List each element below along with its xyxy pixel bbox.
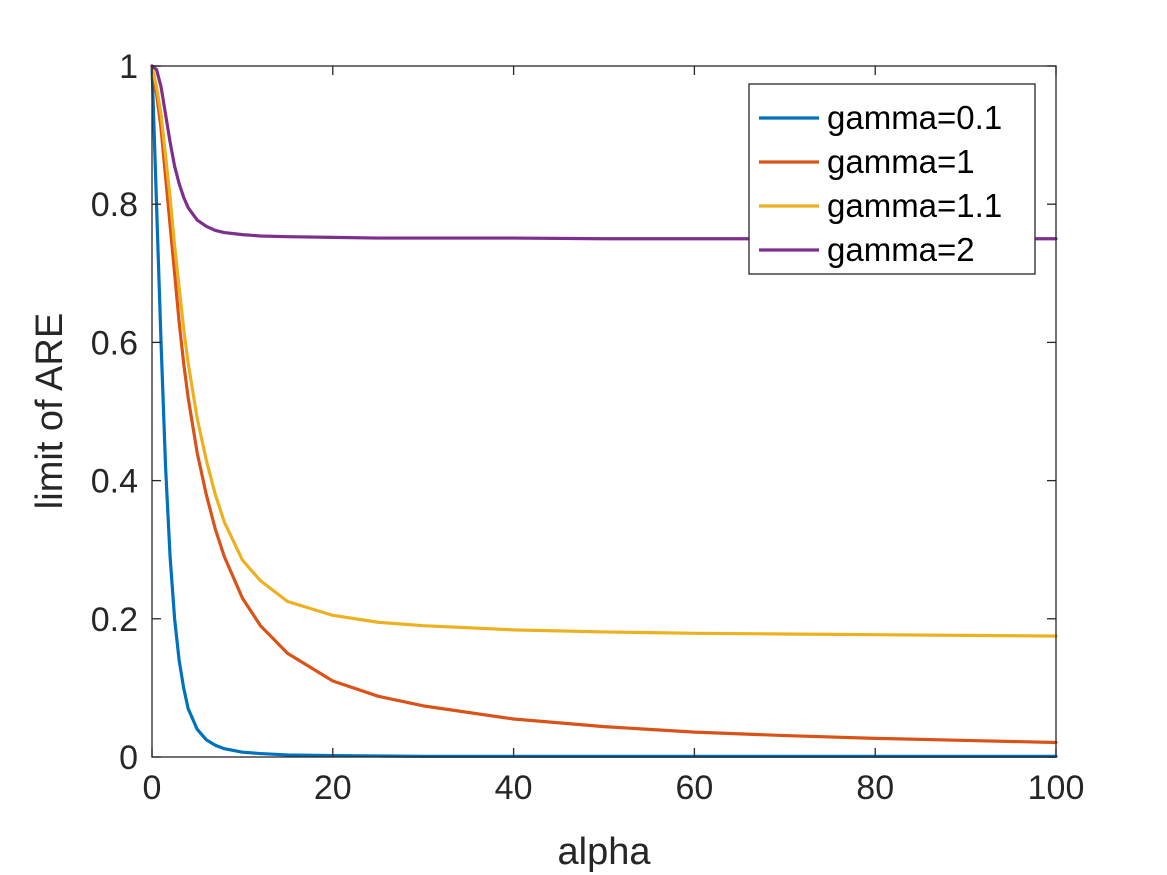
legend-entry-1: gamma=0.1: [827, 99, 1002, 136]
y-tick-label: 0.2: [91, 601, 138, 639]
y-axis-title: limit of ARE: [29, 313, 71, 509]
x-axis-title: alpha: [558, 831, 652, 873]
y-tick-label: 0: [119, 739, 138, 777]
x-tick-label: 0: [143, 769, 162, 807]
x-tick-label: 80: [856, 769, 894, 807]
x-tick-label: 60: [675, 769, 713, 807]
x-tick-label: 40: [495, 769, 533, 807]
legend-entry-4: gamma=2: [827, 231, 975, 268]
legend-entry-3: gamma=1.1: [827, 187, 1002, 224]
x-tick-label: 100: [1028, 769, 1085, 807]
y-tick-label: 0.8: [91, 186, 138, 224]
legend: gamma=0.1 gamma=1 gamma=1.1 gamma=2: [749, 84, 1035, 274]
y-tick-label: 0.4: [91, 463, 138, 501]
y-tick-label: 1: [119, 48, 138, 86]
x-tick-label: 20: [314, 769, 352, 807]
y-tick-label: 0.6: [91, 324, 138, 362]
legend-entry-2: gamma=1: [827, 143, 975, 180]
